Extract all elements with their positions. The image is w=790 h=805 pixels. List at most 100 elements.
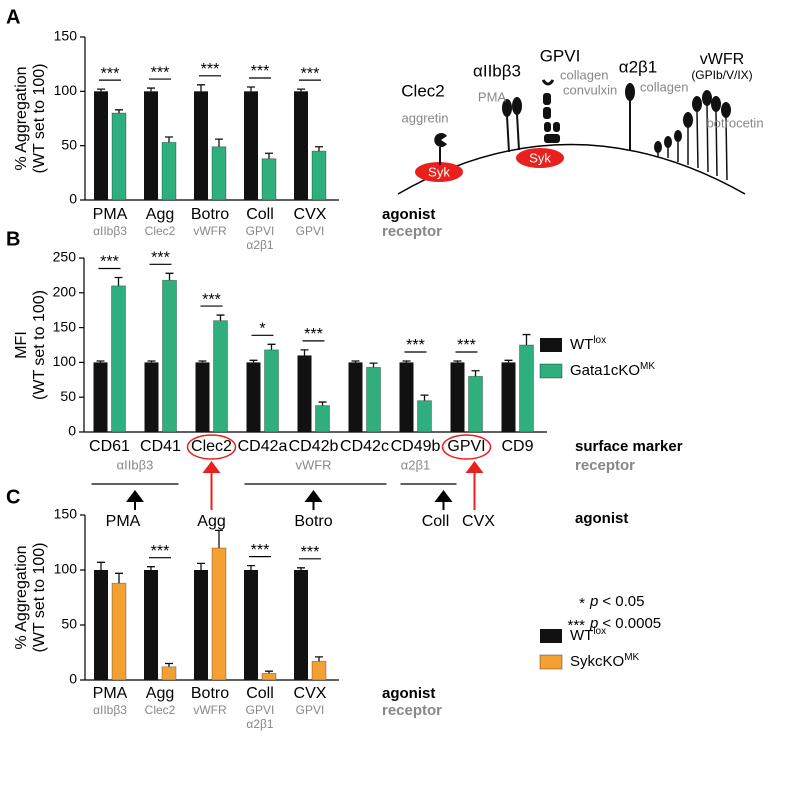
arrow-head	[304, 490, 323, 502]
error-bar	[198, 360, 207, 363]
gpvi-domain	[543, 93, 551, 105]
receptor-label: vWFR	[193, 703, 227, 717]
arrow-head	[126, 490, 144, 502]
receptor-label: GPVI	[296, 703, 325, 717]
p-symbol: p	[589, 593, 598, 610]
error-bar	[165, 272, 174, 281]
error-bar	[420, 394, 429, 401]
row-label: agonist	[382, 206, 435, 223]
error-bar	[215, 529, 223, 548]
bar	[297, 355, 312, 432]
x-tick-label: CD42b	[289, 438, 339, 455]
panel-label: B	[6, 228, 20, 250]
error-bar	[247, 564, 255, 570]
bar	[264, 349, 279, 433]
gpvi-domain	[543, 107, 551, 119]
legend-name: WT	[570, 627, 593, 644]
significance-label: *	[259, 321, 265, 338]
gpvi-domain	[553, 122, 560, 132]
row-label: receptor	[575, 457, 635, 474]
y-tick-label: 100	[53, 353, 77, 369]
receptor-group-label: vWFR	[295, 457, 331, 472]
agonist-label: aggretin	[402, 110, 449, 125]
x-tick-label: Coll	[246, 206, 274, 223]
significance-label: ***	[100, 254, 119, 271]
receptor-label: vWFR	[193, 224, 227, 238]
vwfr-domain	[702, 90, 712, 106]
y-tick-label: 50	[61, 136, 77, 152]
legend-label: SykcKOMK	[570, 652, 640, 670]
y-tick-label: 150	[54, 506, 78, 522]
error-bar	[369, 362, 378, 368]
agonist-label: Agg	[197, 513, 225, 530]
bar	[519, 344, 534, 433]
gpvi-head	[541, 79, 555, 86]
p-note-stars: *	[579, 595, 585, 612]
x-tick-label: CVX	[294, 685, 327, 702]
vwfr-domain	[664, 136, 672, 148]
y-tick-label: 200	[53, 284, 77, 300]
y-tick-label: 50	[60, 388, 76, 404]
agonist-label: Coll	[422, 513, 450, 530]
x-tick-label: CD9	[501, 438, 533, 455]
legend-swatch	[539, 363, 563, 379]
receptor-label: Clec2	[145, 224, 176, 238]
bar	[417, 400, 432, 433]
error-bar	[115, 109, 123, 114]
gpvi-domain	[544, 134, 560, 143]
bar	[194, 570, 208, 680]
receptor-label: (GPIb/V/IX)	[691, 68, 752, 82]
bar	[246, 362, 261, 432]
x-tick-label: CD42c	[340, 438, 389, 455]
bar	[144, 362, 159, 432]
x-tick-label: Agg	[146, 685, 174, 702]
legend-swatch	[540, 629, 562, 643]
significance-label: ***	[406, 337, 425, 354]
error-bar	[165, 662, 173, 667]
row-label: agonist	[575, 510, 628, 527]
agonist-label: collagen	[640, 79, 688, 94]
highlight-circle	[186, 434, 237, 460]
error-bar	[215, 138, 223, 147]
bar	[111, 112, 127, 201]
bar	[161, 142, 177, 201]
x-tick-label: Clec2	[191, 438, 232, 455]
receptor-label: α2β1	[246, 717, 274, 731]
receptor-label: α2β1	[619, 57, 658, 76]
x-tick-label: CD41	[140, 438, 181, 455]
bar	[501, 362, 516, 432]
error-bar	[216, 314, 225, 321]
agonist-label: PMA	[478, 89, 507, 104]
receptor-label: GPVI	[540, 46, 581, 65]
y-axis-label: (WT set to 100)	[31, 543, 48, 653]
bar	[261, 673, 277, 681]
error-bar	[471, 370, 480, 377]
bar	[468, 375, 483, 433]
bar	[94, 91, 108, 200]
vwfr-domain	[674, 130, 682, 142]
stalk	[516, 113, 520, 151]
vwfr-domain	[692, 96, 702, 112]
vwfr-domain	[683, 112, 693, 128]
agonist-label: collagen	[560, 67, 608, 82]
error-bar	[165, 136, 173, 143]
legend-swatch	[539, 654, 563, 670]
bar	[261, 158, 277, 201]
y-axis-label: (WT set to 100)	[31, 290, 48, 400]
significance-label: ***	[301, 65, 320, 82]
stalk	[657, 105, 728, 181]
vwfr-domain	[721, 102, 731, 118]
vwfr-domain	[711, 96, 721, 112]
x-tick-label: CD42a	[238, 438, 288, 455]
receptor-label: GPVI	[296, 224, 325, 238]
panel-label: A	[6, 6, 20, 28]
y-tick-label: 0	[68, 423, 76, 439]
receptor-diagram: Clec2 aggretin αIIbβ3 PMA GPVI collagen …	[397, 46, 764, 195]
receptor-label: Clec2	[401, 81, 444, 100]
receptor-label: Clec2	[145, 703, 176, 717]
bar	[111, 582, 127, 681]
error-bar	[197, 562, 205, 570]
significance-label: ***	[301, 544, 320, 561]
arrow-head	[465, 461, 484, 473]
